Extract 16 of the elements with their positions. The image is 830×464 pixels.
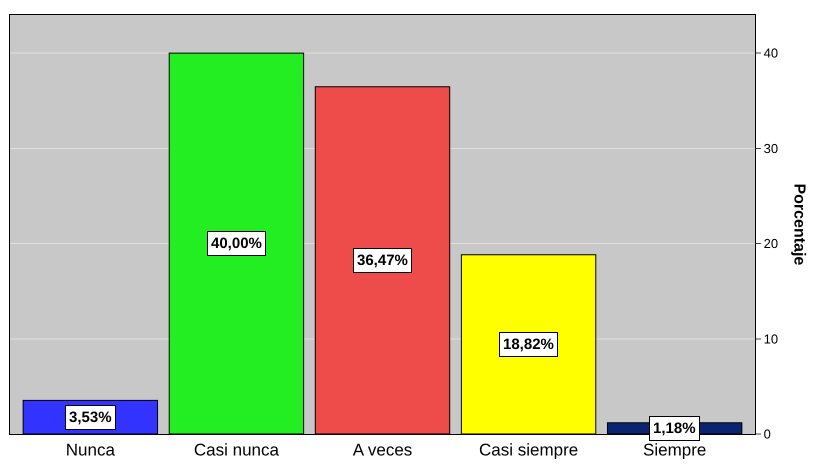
- data-label: 36,47%: [357, 252, 408, 269]
- x-tick-label: Siempre: [643, 440, 706, 460]
- y-tick-label: 20: [764, 236, 778, 252]
- x-tick-label: A veces: [352, 440, 412, 460]
- y-tick-label: 0: [764, 426, 771, 442]
- y-tick-label: 10: [764, 331, 778, 346]
- y-axis-title: Porcentaje: [790, 183, 808, 266]
- data-label: 1,18%: [653, 420, 696, 437]
- x-tick-label: Nunca: [66, 440, 116, 460]
- data-label: 3,53%: [69, 409, 112, 426]
- x-tick-label: Casi nunca: [194, 440, 280, 460]
- x-tick-label: Casi siempre: [478, 440, 578, 460]
- data-label: 18,82%: [503, 336, 554, 353]
- y-tick-label: 40: [764, 46, 778, 61]
- y-tick-label: 30: [764, 140, 778, 156]
- data-label: 40,00%: [211, 235, 262, 252]
